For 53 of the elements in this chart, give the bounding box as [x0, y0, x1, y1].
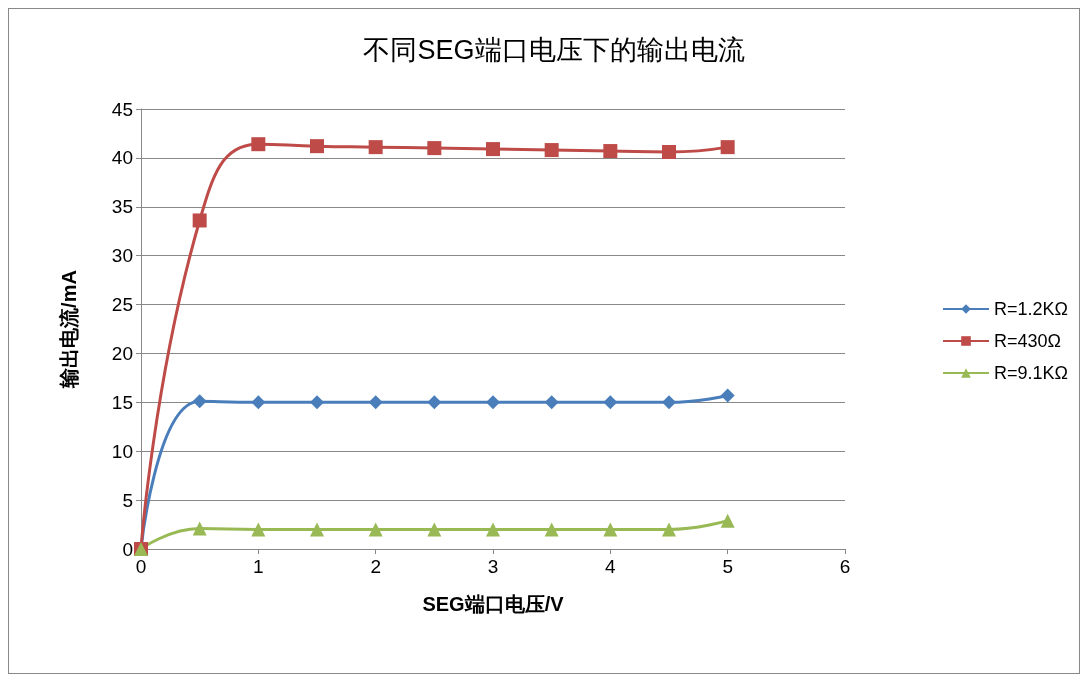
y-tick-label: 20 [111, 342, 133, 364]
y-axis-title: 输出电流/mA [58, 270, 80, 389]
x-axis-title: SEG端口电压/V [422, 593, 565, 615]
y-tick-label: 15 [111, 391, 133, 413]
chart-title: 不同SEG端口电压下的输出电流 [363, 34, 745, 65]
point [427, 395, 442, 410]
point [427, 522, 442, 537]
x-tick-label: 0 [135, 556, 147, 577]
legend-label: R=1.2KΩ [994, 299, 1068, 319]
point [192, 213, 207, 228]
point [720, 513, 735, 528]
point [251, 137, 266, 152]
point [603, 144, 618, 159]
point [662, 522, 676, 537]
y-tick-label: 10 [111, 440, 133, 462]
point [192, 521, 207, 536]
point [544, 143, 559, 158]
point [368, 522, 383, 537]
y-tick-label: 30 [111, 245, 133, 267]
point [720, 388, 735, 403]
x-tick-label: 4 [605, 556, 617, 577]
point [486, 395, 500, 410]
legend-label: R=430Ω [994, 331, 1061, 351]
point [427, 141, 442, 156]
point [720, 140, 735, 155]
point [192, 394, 207, 409]
point [603, 522, 618, 537]
legend-label: R=9.1KΩ [994, 363, 1068, 383]
point [603, 395, 618, 410]
y-tick-label: 0 [122, 538, 133, 560]
x-tick-label: 2 [370, 556, 381, 577]
point [486, 522, 500, 537]
point [251, 522, 266, 537]
y-tick-label: 35 [111, 196, 133, 218]
point [251, 395, 266, 410]
x-tick-label: 3 [487, 556, 499, 577]
point [368, 140, 383, 155]
x-tick-label: 1 [253, 556, 264, 577]
point [544, 395, 559, 410]
point [662, 145, 676, 160]
point [310, 139, 324, 154]
point [310, 522, 324, 537]
y-tick-label: 45 [111, 98, 133, 120]
y-tick-label: 5 [122, 489, 133, 511]
point [662, 395, 676, 410]
point [310, 395, 324, 410]
point [368, 395, 383, 410]
y-tick-label: 25 [111, 294, 133, 316]
y-tick-label: 40 [111, 147, 133, 169]
x-tick-label: 5 [722, 556, 733, 577]
point [544, 522, 559, 537]
point [486, 142, 500, 157]
x-tick-label: 6 [839, 556, 851, 577]
